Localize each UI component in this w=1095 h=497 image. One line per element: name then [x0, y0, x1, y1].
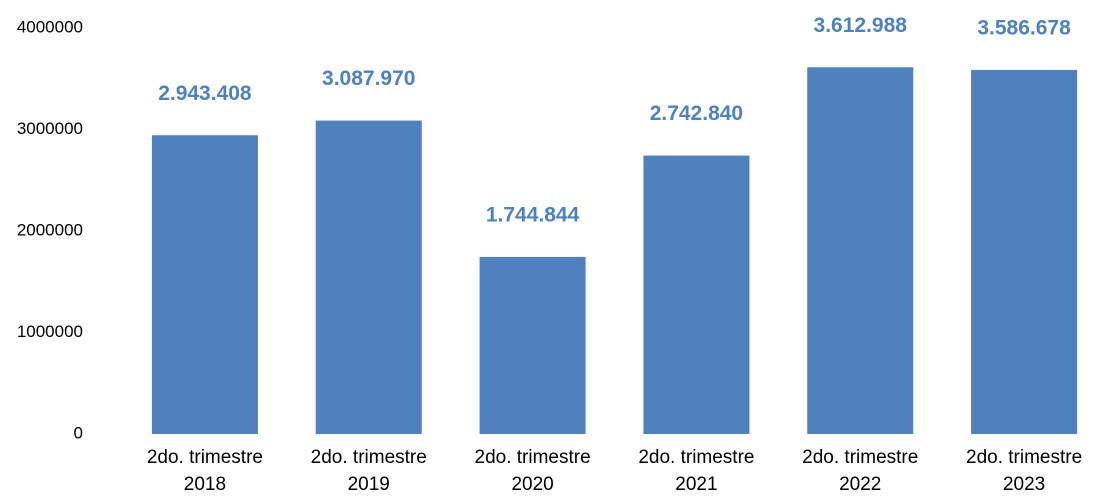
bar [479, 256, 586, 434]
bar [643, 155, 750, 434]
y-tick-label: 0 [74, 423, 83, 442]
x-tick-label: 2do. trimestre 2018 [146, 447, 263, 495]
value-label: 3.612.988 [814, 14, 908, 37]
y-tick-label: 1000000 [17, 322, 83, 341]
value-label: 2.943.408 [158, 82, 252, 105]
value-label: 3.586.678 [977, 16, 1071, 39]
bar [315, 120, 422, 434]
y-tick-label: 3000000 [17, 119, 83, 138]
value-label: 1.744.844 [486, 203, 580, 226]
bar [971, 69, 1078, 435]
y-tick-label: 2000000 [17, 220, 83, 239]
x-tick-label: 2do. trimestre 2023 [966, 447, 1083, 495]
value-label: 2.742.840 [650, 102, 743, 125]
value-label: 3.087.970 [322, 67, 415, 90]
y-tick-label: 4000000 [17, 17, 83, 36]
x-tick-label: 2do. trimestre 2019 [310, 447, 427, 495]
bar [807, 67, 914, 435]
x-tick-label: 2do. trimestre 2022 [802, 447, 919, 495]
x-tick-label: 2do. trimestre 2021 [638, 447, 755, 495]
bar [151, 135, 258, 435]
x-tick-label: 2do. trimestre 2020 [474, 447, 591, 495]
